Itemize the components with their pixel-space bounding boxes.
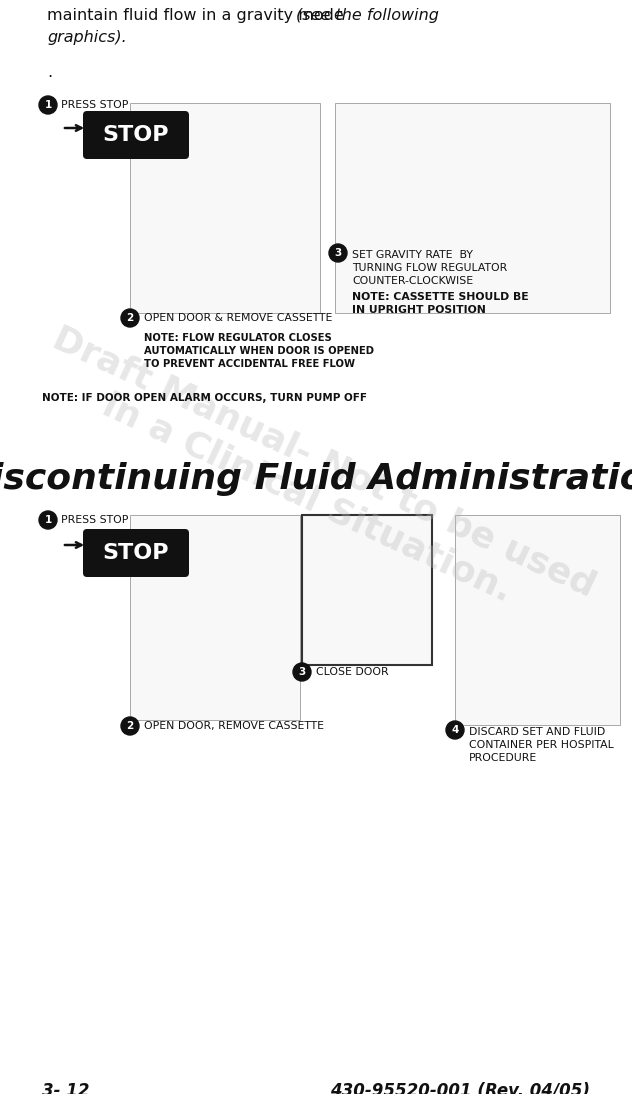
Text: CLOSE DOOR: CLOSE DOOR — [316, 667, 389, 677]
Text: IN UPRIGHT POSITION: IN UPRIGHT POSITION — [352, 305, 486, 315]
Text: CONTAINER PER HOSPITAL: CONTAINER PER HOSPITAL — [469, 740, 614, 750]
Text: SET GRAVITY RATE  BY: SET GRAVITY RATE BY — [352, 251, 473, 260]
Text: 430-95520-001 (Rev. 04/05): 430-95520-001 (Rev. 04/05) — [330, 1082, 590, 1094]
Circle shape — [446, 721, 464, 740]
Text: STOP: STOP — [103, 125, 169, 146]
Text: TO PREVENT ACCIDENTAL FREE FLOW: TO PREVENT ACCIDENTAL FREE FLOW — [144, 359, 355, 369]
Text: 4: 4 — [451, 725, 459, 735]
Circle shape — [121, 717, 139, 735]
Bar — [335, 103, 610, 313]
Text: (see the following: (see the following — [296, 8, 439, 23]
Text: graphics).: graphics). — [47, 30, 127, 45]
Text: maintain fluid flow in a gravity mode: maintain fluid flow in a gravity mode — [47, 8, 349, 23]
Bar — [302, 515, 432, 665]
Text: OPEN DOOR & REMOVE CASSETTE: OPEN DOOR & REMOVE CASSETTE — [144, 313, 332, 323]
Circle shape — [329, 244, 347, 261]
Text: 1: 1 — [44, 100, 52, 110]
Text: NOTE: FLOW REGULATOR CLOSES: NOTE: FLOW REGULATOR CLOSES — [144, 333, 332, 344]
Text: 3- 12: 3- 12 — [42, 1082, 90, 1094]
Bar — [130, 103, 320, 313]
Circle shape — [39, 511, 57, 529]
Text: 3: 3 — [334, 248, 342, 258]
Text: PRESS STOP: PRESS STOP — [61, 515, 128, 525]
Text: 3: 3 — [298, 667, 306, 677]
Text: Draft Manual- Not to be used
in a Clinical Situation.: Draft Manual- Not to be used in a Clinic… — [31, 321, 601, 639]
Text: .: . — [47, 65, 52, 80]
Bar — [130, 515, 300, 720]
Text: COUNTER-CLOCKWISE: COUNTER-CLOCKWISE — [352, 276, 473, 286]
Bar — [455, 515, 620, 725]
Text: 2: 2 — [126, 313, 133, 323]
Text: AUTOMATICALLY WHEN DOOR IS OPENED: AUTOMATICALLY WHEN DOOR IS OPENED — [144, 346, 374, 356]
Text: PROCEDURE: PROCEDURE — [469, 753, 537, 763]
Text: NOTE: CASSETTE SHOULD BE: NOTE: CASSETTE SHOULD BE — [352, 292, 528, 302]
FancyBboxPatch shape — [83, 529, 189, 577]
Text: 2: 2 — [126, 721, 133, 731]
Text: TURNING FLOW REGULATOR: TURNING FLOW REGULATOR — [352, 263, 507, 274]
Text: NOTE: IF DOOR OPEN ALARM OCCURS, TURN PUMP OFF: NOTE: IF DOOR OPEN ALARM OCCURS, TURN PU… — [42, 393, 367, 403]
Text: 1: 1 — [44, 515, 52, 525]
Circle shape — [121, 309, 139, 327]
Text: STOP: STOP — [103, 543, 169, 563]
Text: DISCARD SET AND FLUID: DISCARD SET AND FLUID — [469, 728, 605, 737]
Text: PRESS STOP: PRESS STOP — [61, 100, 128, 110]
FancyBboxPatch shape — [83, 110, 189, 159]
Text: OPEN DOOR, REMOVE CASSETTE: OPEN DOOR, REMOVE CASSETTE — [144, 721, 324, 731]
Circle shape — [39, 96, 57, 114]
Circle shape — [293, 663, 311, 680]
Text: Discontinuing Fluid Administration: Discontinuing Fluid Administration — [0, 462, 632, 496]
